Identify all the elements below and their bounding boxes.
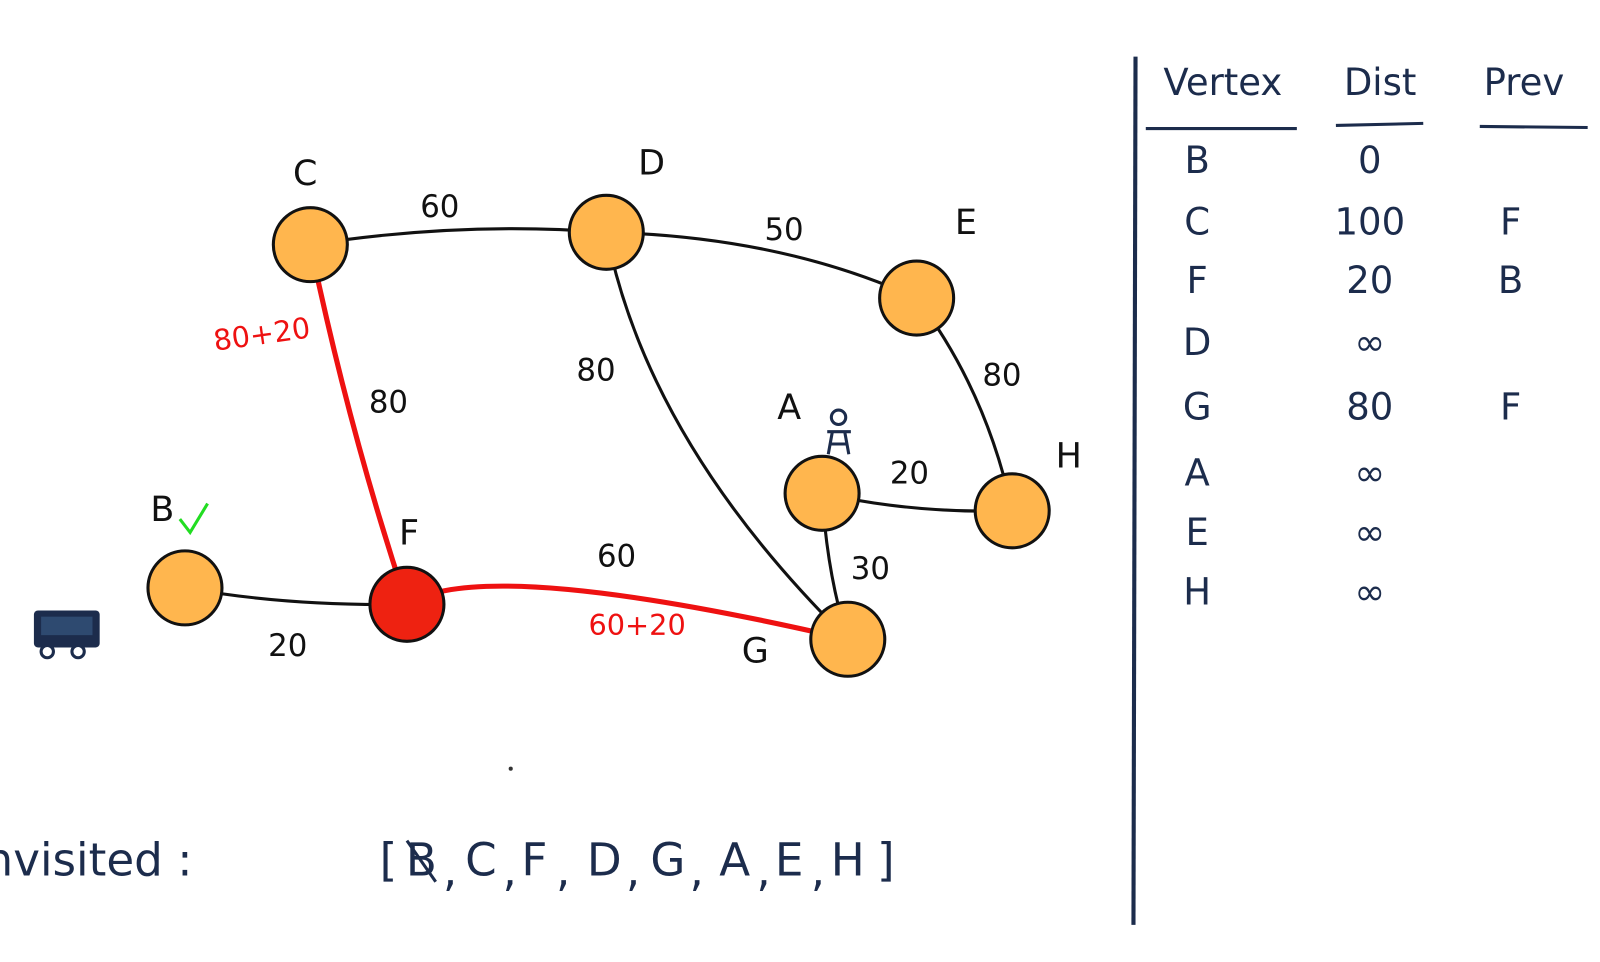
node-label: C <box>293 154 317 194</box>
node <box>146 549 224 627</box>
table-divider <box>1131 56 1138 925</box>
prev-cell: F <box>1500 201 1521 244</box>
node-label: E <box>955 203 977 243</box>
distance-annotation: 60+20 <box>588 608 685 642</box>
dist-cell: 20 <box>1346 259 1393 302</box>
separator: , <box>690 844 704 897</box>
node-label: G <box>742 632 769 672</box>
node <box>368 565 446 643</box>
vertex-cell: E <box>1185 511 1208 554</box>
unvisited-item: G <box>650 833 685 886</box>
node <box>973 472 1051 550</box>
node <box>783 454 861 532</box>
node-label: D <box>638 143 665 183</box>
node-label: F <box>399 513 419 553</box>
unvisited-item: C <box>465 833 497 886</box>
dist-cell: ∞ <box>1354 321 1385 364</box>
dist-cell: ∞ <box>1354 511 1385 554</box>
bracket: [ <box>380 833 398 886</box>
table-header: Dist <box>1344 61 1417 104</box>
dist-cell: 100 <box>1335 201 1406 244</box>
edge-weight: 80 <box>576 353 615 389</box>
prev-cell: B <box>1498 259 1523 302</box>
node <box>809 600 887 678</box>
dist-cell: 80 <box>1346 386 1393 429</box>
node <box>878 259 956 337</box>
vehicle-icon <box>33 610 100 660</box>
separator: , <box>756 844 770 897</box>
table-header: Vertex <box>1163 61 1282 104</box>
edge-weight: 50 <box>764 212 803 248</box>
edge <box>606 230 918 300</box>
edge-weight: 60 <box>597 539 636 575</box>
node <box>567 193 645 271</box>
separator: , <box>503 844 517 897</box>
unvisited-item: D <box>587 833 622 886</box>
vertex-cell: F <box>1187 259 1208 302</box>
vertex-cell: A <box>1185 451 1210 494</box>
unvisited-item: F <box>521 833 547 886</box>
separator: , <box>556 844 570 897</box>
edge-weight: 80 <box>369 384 408 420</box>
dist-cell: ∞ <box>1354 571 1385 614</box>
separator: , <box>811 844 825 897</box>
vertex-cell: G <box>1183 386 1212 429</box>
prev-cell: F <box>1500 386 1521 429</box>
dot <box>508 766 513 771</box>
node-label: H <box>1056 436 1082 476</box>
dist-cell: ∞ <box>1354 451 1385 494</box>
separator: , <box>443 844 457 897</box>
edge-weight: 30 <box>851 551 890 587</box>
unvisited-label: Unvisited : <box>0 833 192 886</box>
table-header: Prev <box>1484 61 1565 104</box>
vertex-cell: H <box>1183 571 1211 614</box>
header-underline <box>1479 124 1588 130</box>
edge-weight: 20 <box>890 455 929 491</box>
strike <box>405 839 437 883</box>
vertex-cell: D <box>1183 321 1211 364</box>
node-label: A <box>777 388 801 428</box>
edge <box>604 232 849 641</box>
unvisited-item: A <box>719 833 750 886</box>
visited-check <box>178 502 209 536</box>
unvisited-item: H <box>831 833 865 886</box>
vertex-cell: C <box>1184 201 1210 244</box>
edge-weight: 60 <box>420 189 459 225</box>
path-edge <box>307 244 410 606</box>
bracket: ] <box>877 833 895 886</box>
unvisited-item: E <box>775 833 804 886</box>
edge-weight: 80 <box>982 358 1021 394</box>
dist-cell: 0 <box>1358 139 1382 182</box>
node <box>271 206 349 284</box>
vertex-cell: B <box>1184 139 1209 182</box>
separator: , <box>626 844 640 897</box>
header-underline <box>1335 121 1424 127</box>
edge-weight: 20 <box>268 628 307 664</box>
node-label: B <box>150 490 174 530</box>
figure-icon <box>826 408 851 455</box>
